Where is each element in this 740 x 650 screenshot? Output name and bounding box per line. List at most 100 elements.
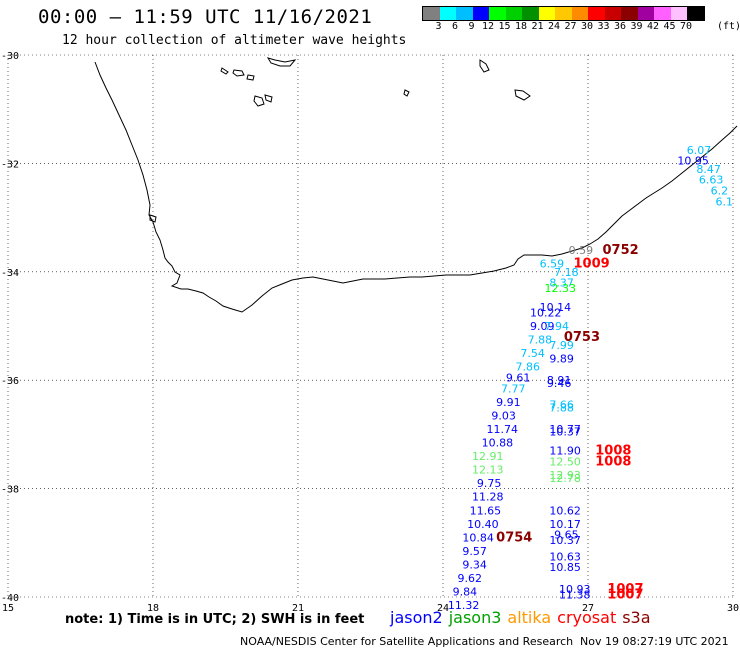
wave-height-label: 7.88	[528, 334, 553, 347]
footer-timestamp: Nov 19 08:27:19 UTC 2021	[580, 635, 729, 648]
color-swatch-4	[489, 7, 506, 20]
pass-time-label: 0752	[603, 243, 639, 258]
latitude-tick-label: -34	[1, 268, 19, 279]
color-swatch-6	[522, 7, 539, 20]
wave-height-label: 10.14	[540, 301, 572, 314]
wave-height-label: 7.88	[549, 401, 574, 414]
wave-height-label: 7.99	[549, 339, 574, 352]
island-8	[403, 89, 410, 97]
wave-height-label: 9.46	[547, 377, 572, 390]
latitude-tick-label: -40	[1, 593, 19, 604]
wave-height-label: 8.91	[547, 374, 572, 387]
legend-jason3: jason3	[448, 608, 502, 627]
wave-height-label: 11.38	[559, 588, 591, 601]
color-scale-label: 3	[435, 21, 442, 32]
wave-height-label: 11.28	[472, 491, 504, 504]
wave-height-label: 8.47	[696, 163, 721, 176]
island-9	[514, 89, 531, 101]
pass-time-label: 1007	[607, 582, 643, 597]
latitude-tick-label: -32	[1, 159, 19, 170]
wave-height-label: 9.65	[554, 529, 579, 542]
wave-height-label: 6.1	[716, 195, 734, 208]
color-swatch-9	[571, 7, 588, 20]
color-scale-label: 30	[580, 21, 594, 32]
wave-height-label: 11.90	[549, 445, 581, 458]
island-7	[479, 59, 490, 73]
wave-height-label: 7.94	[545, 320, 570, 333]
wave-height-label: 10.17	[549, 518, 581, 531]
wave-height-label: 9.84	[453, 586, 478, 599]
color-swatch-2	[456, 7, 473, 20]
island-3	[246, 74, 255, 81]
wave-height-label: 10.95	[677, 155, 709, 168]
axis-tick-labels: 15 18 21 24 27 30 -30 -32 -34 -36 -38 -40	[1, 51, 739, 614]
wave-height-label: 7.66	[549, 399, 574, 412]
wave-height-label: 9.89	[549, 353, 574, 366]
island-6	[266, 57, 297, 67]
longitude-tick-label: 30	[727, 603, 739, 614]
wave-height-label: 10.40	[467, 518, 499, 531]
color-scale-label: 18	[514, 21, 528, 32]
color-scale-unit: (ft)	[717, 21, 740, 32]
color-scale-label: 21	[531, 21, 544, 32]
longitude-tick-label: 21	[292, 603, 304, 614]
color-scale-label: 15	[498, 21, 511, 32]
wave-height-label: 10.85	[549, 561, 581, 574]
wave-height-label: 12.93	[549, 469, 581, 482]
color-swatch-3	[472, 7, 489, 20]
wave-height-label: 10.37	[549, 426, 581, 439]
wave-height-label: 9.91	[496, 396, 520, 409]
color-swatch-13	[637, 7, 654, 20]
footer-note: note: 1) Time is in UTC; 2) SWH is in fe…	[65, 612, 365, 627]
color-swatch-10	[588, 7, 605, 20]
island-5	[264, 94, 273, 103]
legend-s3a: s3a	[622, 608, 651, 627]
page-subtitle: 12 hour collection of altimeter wave hei…	[62, 33, 407, 48]
color-scale-label: 24	[547, 21, 561, 32]
color-scale-label: 70	[679, 21, 693, 32]
wave-height-label: 6.07	[687, 144, 712, 157]
pass-time-label: 1008	[595, 455, 631, 470]
wave-height-label: 12.33	[545, 282, 577, 295]
wave-height-label: 10.22	[530, 306, 562, 319]
graticule	[7, 54, 734, 598]
color-scale-label: 33	[597, 21, 610, 32]
latitude-tick-label: -38	[1, 485, 19, 496]
color-scale-label: 39	[630, 21, 643, 32]
page-title: 00:00 – 11:59 UTC 11/16/2021	[38, 6, 373, 28]
legend-altika: altika	[507, 608, 552, 627]
color-scale-label: 36	[613, 21, 627, 32]
color-swatch-7	[538, 7, 555, 20]
wave-height-label: 10.84	[462, 531, 494, 544]
color-swatch-8	[555, 7, 572, 20]
wave-height-label: 9.34	[462, 558, 487, 571]
wave-height-label: 6.63	[699, 174, 724, 187]
wave-height-label: 12.50	[549, 456, 581, 469]
pass-time-label: 1009	[574, 257, 610, 272]
wave-height-label: 6.59	[540, 258, 565, 271]
wave-height-label: 10.63	[549, 550, 581, 563]
longitude-tick-label: 18	[147, 603, 159, 614]
wave-height-label: 7.86	[516, 361, 541, 374]
wave-height-label: 11.32	[448, 599, 480, 612]
longitude-tick-label: 15	[2, 603, 14, 614]
color-swatch-0	[423, 7, 440, 20]
wave-height-label: 11.65	[470, 504, 502, 517]
legend-jason2: jason2	[390, 608, 443, 627]
wave-height-label: 12.78	[549, 472, 581, 485]
longitude-tick-label: 24	[437, 603, 449, 614]
pass-time-label: 1007	[607, 587, 643, 602]
wave-height-label: 10.62	[549, 504, 581, 517]
island-10	[149, 214, 157, 223]
legend-cryosat: cryosat	[557, 608, 617, 627]
wave-height-label: 9.75	[477, 477, 502, 490]
latitude-tick-label: -30	[1, 51, 19, 62]
wave-height-label: 0.59	[569, 244, 594, 257]
latitude-tick-label: -36	[1, 376, 19, 387]
wave-height-label: 7.77	[501, 382, 526, 395]
wave-height-label: 10.37	[549, 534, 581, 547]
wave-height-label: 11.74	[487, 423, 519, 436]
pass-time-label: 1008	[595, 444, 631, 459]
